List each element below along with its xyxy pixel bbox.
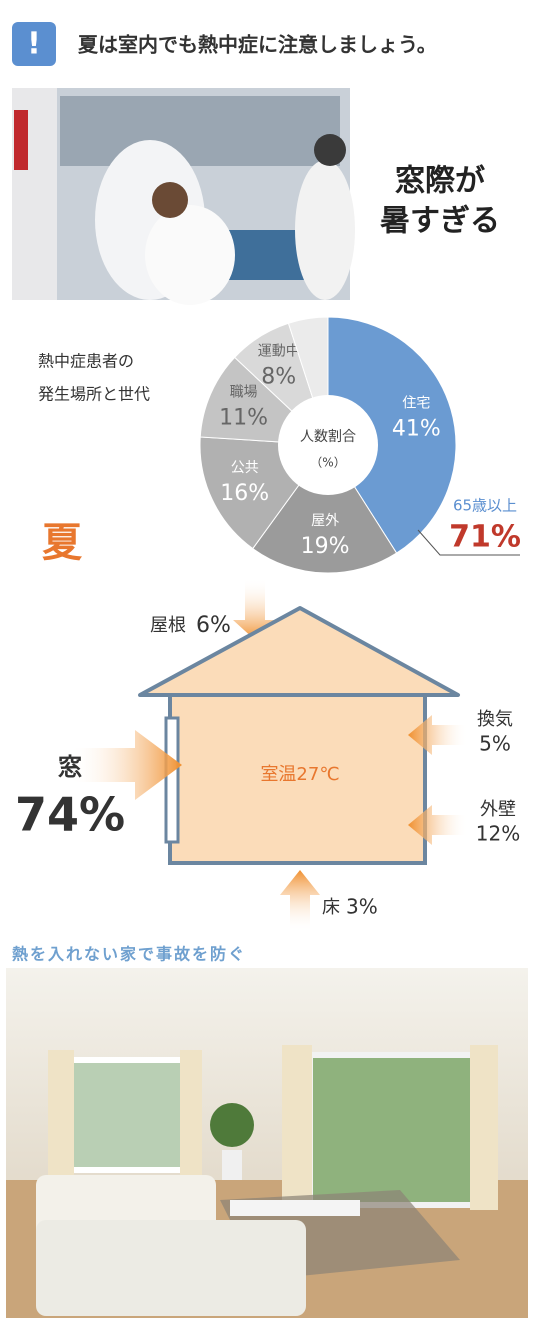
vent-value: 5%: [479, 732, 511, 756]
slice-label: 屋外: [311, 513, 339, 529]
arrow: [280, 870, 320, 932]
annotation-label: 65歳以上: [453, 497, 517, 515]
pie-slice: [252, 444, 398, 574]
roof-value: 6%: [196, 613, 231, 638]
pie-slice: [327, 316, 457, 554]
slice-label: 住宅: [402, 395, 430, 411]
slice-label: 職場: [230, 384, 258, 400]
footer-headline: 熱を入れない家で事故を防ぐ: [12, 945, 246, 964]
pie-chart: 住宅 41% 屋外 19% 公共 16% 職場 11% 運動中 8% 人数割合 （%） 65歳以上 71%: [199, 316, 521, 574]
alert-icon: [12, 22, 56, 66]
roof: [138, 606, 460, 697]
alert-mark: !: [27, 27, 41, 62]
annotation-value: 71%: [449, 520, 521, 555]
slice-value: 16%: [220, 481, 269, 506]
roof-label: 屋根: [150, 615, 186, 636]
window-value: 74%: [15, 788, 125, 842]
callout-line: 暑すぎる: [380, 204, 500, 239]
slice-label: 運動中: [258, 343, 300, 359]
ambulance-photo: [12, 88, 355, 305]
chart-title: 熱中症患者の: [38, 352, 134, 371]
center-label: 人数割合: [300, 429, 356, 445]
floor-label: 床: [322, 897, 340, 918]
pie-hole: [278, 395, 378, 495]
slice-value: 19%: [301, 534, 350, 559]
room-temp: 室温27℃: [260, 764, 339, 785]
season-label: 夏: [42, 520, 83, 566]
slice-value: 41%: [392, 416, 441, 441]
center-label: （%）: [310, 456, 345, 470]
floor-value: 3%: [346, 895, 378, 919]
arrow: [408, 805, 468, 845]
slice-label: 公共: [231, 460, 259, 476]
arrow: [408, 715, 468, 755]
vent-label: 換気: [477, 709, 513, 730]
slice-value: 8%: [261, 364, 296, 389]
window-label: 窓: [58, 753, 82, 781]
header-title: 夏は室内でも熱中症に注意しましょう。: [78, 33, 437, 57]
wall-label: 外壁: [480, 799, 516, 820]
callout-line: 窓際が: [395, 164, 485, 199]
chart-title: 発生場所と世代: [38, 385, 150, 404]
slice-value: 11%: [219, 405, 268, 430]
annotation-leader: [417, 529, 520, 556]
window: [164, 716, 180, 844]
wall-value: 12%: [476, 822, 520, 846]
living-room-photo: [6, 968, 528, 1318]
arrow: [70, 730, 182, 800]
house-wall: [168, 693, 427, 865]
